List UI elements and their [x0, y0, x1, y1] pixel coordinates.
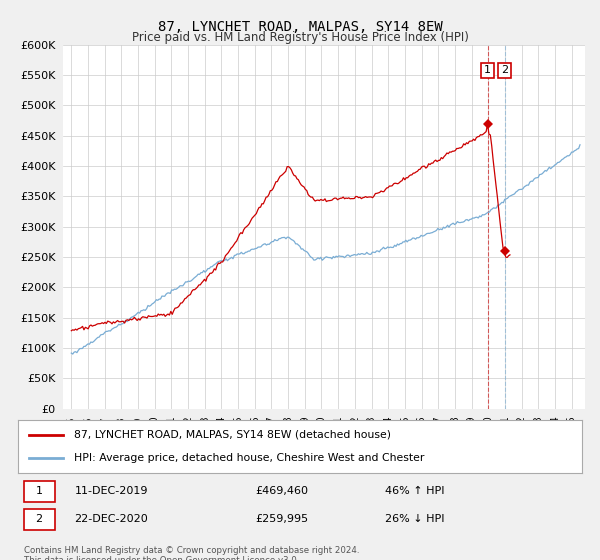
- Text: 26% ↓ HPI: 26% ↓ HPI: [385, 515, 444, 524]
- Text: 22-DEC-2020: 22-DEC-2020: [74, 515, 148, 524]
- Text: 87, LYNCHET ROAD, MALPAS, SY14 8EW (detached house): 87, LYNCHET ROAD, MALPAS, SY14 8EW (deta…: [74, 430, 391, 440]
- Text: 11-DEC-2019: 11-DEC-2019: [74, 487, 148, 496]
- Text: 2: 2: [35, 515, 43, 524]
- FancyBboxPatch shape: [23, 480, 55, 502]
- Text: HPI: Average price, detached house, Cheshire West and Chester: HPI: Average price, detached house, Ches…: [74, 453, 425, 463]
- Text: 2: 2: [501, 66, 508, 75]
- Text: 1: 1: [35, 487, 43, 496]
- Text: 87, LYNCHET ROAD, MALPAS, SY14 8EW: 87, LYNCHET ROAD, MALPAS, SY14 8EW: [158, 20, 442, 34]
- Text: Contains HM Land Registry data © Crown copyright and database right 2024.
This d: Contains HM Land Registry data © Crown c…: [24, 546, 359, 560]
- FancyBboxPatch shape: [23, 508, 55, 530]
- Text: 46% ↑ HPI: 46% ↑ HPI: [385, 487, 444, 496]
- Text: Price paid vs. HM Land Registry's House Price Index (HPI): Price paid vs. HM Land Registry's House …: [131, 31, 469, 44]
- Text: 1: 1: [484, 66, 491, 75]
- Text: £469,460: £469,460: [255, 487, 308, 496]
- Text: £259,995: £259,995: [255, 515, 308, 524]
